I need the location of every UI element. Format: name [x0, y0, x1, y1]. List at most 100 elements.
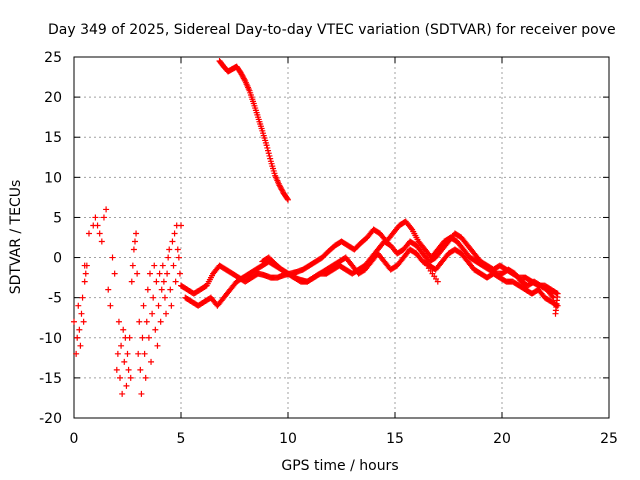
data-point: [137, 366, 144, 373]
x-tick-label: 15: [386, 431, 404, 447]
data-point: [145, 334, 152, 341]
data-point: [160, 278, 167, 285]
data-point: [549, 293, 556, 300]
data-point: [127, 374, 134, 381]
data-point: [109, 254, 116, 261]
data-point: [151, 262, 158, 269]
data-point: [71, 318, 77, 325]
data-point: [92, 214, 99, 221]
y-tick-label: 10: [44, 170, 62, 186]
data-point: [117, 374, 124, 381]
data-point: [83, 262, 90, 269]
data-point: [164, 270, 171, 277]
axis-ticks: 0 5 10 15 20 25 -20 -15 -10 -5 0 5 10 15 20 25: [39, 50, 618, 447]
y-tick-label: -5: [48, 291, 62, 307]
data-point: [74, 334, 81, 341]
data-point: [153, 278, 160, 285]
data-point: [140, 302, 147, 309]
x-axis-label: GPS time / hours: [281, 458, 398, 474]
data-point: [166, 246, 173, 253]
data-point: [123, 382, 130, 389]
data-point: [553, 289, 560, 296]
data-point: [81, 278, 88, 285]
y-tick-label: 15: [44, 130, 62, 146]
y-tick-label: 5: [53, 210, 62, 226]
data-point: [119, 390, 126, 397]
y-tick-label: -10: [39, 331, 62, 347]
data-point: [156, 270, 163, 277]
data-point: [80, 318, 87, 325]
data-point: [154, 342, 161, 349]
data-point: [76, 326, 83, 333]
data-point: [78, 310, 85, 317]
data-point: [125, 366, 132, 373]
chart-title: Day 349 of 2025, Sidereal Day-to-day VTE…: [48, 22, 616, 38]
data-point: [148, 358, 155, 365]
data-point: [159, 262, 166, 269]
data-point: [267, 155, 274, 162]
x-tick-label: 0: [70, 431, 79, 447]
data-point: [174, 246, 181, 253]
data-point: [175, 254, 182, 261]
data-point: [434, 278, 441, 285]
data-point: [150, 294, 157, 301]
data-point: [264, 144, 271, 151]
data-point: [103, 206, 110, 213]
data-point: [131, 238, 138, 245]
data-point: [107, 302, 114, 309]
data-point: [176, 270, 183, 277]
data-point: [155, 302, 162, 309]
data-point: [115, 318, 122, 325]
x-tick-label: 10: [279, 431, 297, 447]
data-point: [111, 270, 118, 277]
data-point: [134, 270, 141, 277]
data-point: [167, 286, 174, 293]
grid: [74, 57, 609, 418]
data-point: [163, 310, 170, 317]
data-point: [139, 334, 146, 341]
data-point: [141, 350, 148, 357]
data-point: [408, 225, 415, 232]
data-point: [165, 254, 172, 261]
data-point: [266, 152, 273, 159]
data-point: [263, 142, 270, 149]
data-point: [178, 222, 184, 229]
data-point: [96, 230, 103, 237]
data-point: [144, 286, 151, 293]
data-point: [126, 334, 133, 341]
y-tick-label: 0: [53, 251, 62, 267]
data-point: [265, 147, 272, 154]
data-point: [114, 350, 121, 357]
data-point: [124, 350, 131, 357]
plot-frame: [73, 56, 610, 419]
data-point: [136, 318, 143, 325]
data-point: [168, 302, 175, 309]
data-point: [138, 390, 145, 397]
y-tick-label: -20: [39, 411, 62, 427]
data-point: [73, 350, 80, 357]
data-point: [171, 230, 178, 237]
data-point: [75, 302, 82, 309]
data-point: [133, 230, 140, 237]
data-point: [142, 374, 149, 381]
data-point: [158, 286, 165, 293]
data-point: [82, 270, 89, 277]
data-point: [130, 246, 137, 253]
data-point: [550, 294, 557, 301]
data-point: [77, 342, 84, 349]
y-tick-label: -15: [39, 371, 62, 387]
data-point: [105, 286, 112, 293]
data-point: [284, 195, 291, 202]
x-tick-label: 25: [600, 431, 618, 447]
data-point: [120, 326, 127, 333]
data-point: [172, 278, 179, 285]
data-point: [94, 222, 101, 229]
data-point: [149, 310, 156, 317]
data-point: [170, 262, 177, 269]
data-point: [157, 318, 164, 325]
data-point: [135, 350, 142, 357]
y-tick-label: 20: [44, 90, 62, 106]
data-point: [79, 294, 86, 301]
data-point: [118, 342, 125, 349]
